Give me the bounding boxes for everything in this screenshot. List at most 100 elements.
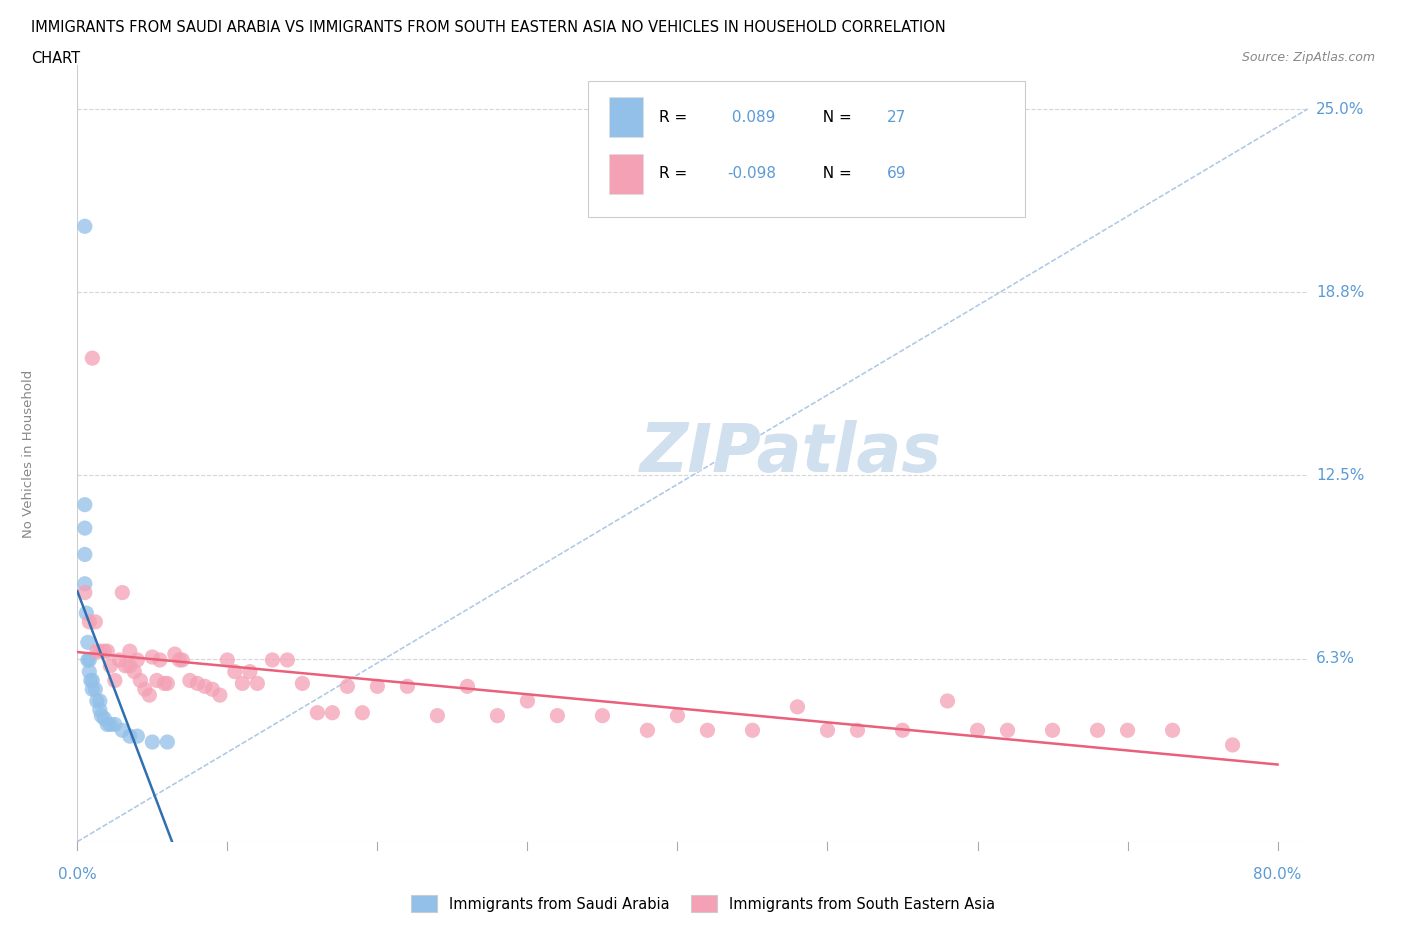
Point (98, 658, 121, 673)
Point (84, 682, 107, 697)
Point (179, 673, 201, 688)
Point (141, 735, 163, 750)
Point (80, 673, 103, 688)
Text: Source: ZipAtlas.com: Source: ZipAtlas.com (1241, 51, 1375, 64)
Point (82, 673, 104, 688)
Point (96, 644, 118, 658)
Point (104, 673, 127, 688)
Text: N =: N = (813, 110, 856, 125)
Point (262, 653, 284, 668)
Text: R =: R = (659, 110, 692, 125)
Point (111, 723, 134, 737)
Point (82, 682, 104, 697)
Text: 12.5%: 12.5% (1316, 468, 1364, 483)
Point (73, 521, 96, 536)
Text: ZIPatlas: ZIPatlas (640, 420, 942, 486)
Point (276, 653, 298, 668)
Point (307, 705, 329, 720)
Text: No Vehicles in Household: No Vehicles in Household (21, 369, 35, 538)
Text: 6.3%: 6.3% (1316, 651, 1355, 666)
Text: 0.0%: 0.0% (58, 867, 97, 882)
Point (82, 351, 104, 365)
Point (73, 577, 96, 591)
Point (352, 705, 374, 720)
Point (118, 658, 141, 673)
Point (79, 653, 101, 668)
Point (134, 682, 156, 697)
Point (111, 585, 134, 600)
Point (741, 723, 763, 737)
Point (90, 709, 112, 724)
Point (129, 673, 152, 688)
FancyBboxPatch shape (609, 97, 644, 138)
Point (76, 653, 98, 668)
Point (141, 649, 163, 664)
Point (194, 679, 217, 694)
Point (124, 664, 146, 679)
Point (86, 644, 108, 658)
Point (84, 615, 107, 630)
Text: 18.8%: 18.8% (1316, 285, 1364, 299)
Point (201, 682, 224, 697)
Point (86, 694, 108, 709)
Text: CHART: CHART (31, 51, 80, 66)
Point (73, 585, 96, 600)
Point (224, 664, 246, 679)
Text: 69: 69 (887, 166, 907, 181)
Point (456, 679, 478, 694)
Point (246, 676, 269, 691)
FancyBboxPatch shape (609, 153, 644, 194)
Point (336, 679, 359, 694)
Point (73, 219, 96, 233)
Point (186, 676, 208, 691)
Point (546, 709, 568, 724)
FancyBboxPatch shape (588, 81, 1025, 217)
Point (1222, 737, 1244, 752)
Text: -0.098: -0.098 (727, 166, 776, 181)
Point (104, 717, 127, 732)
Point (118, 644, 141, 658)
Point (516, 694, 538, 709)
Point (172, 653, 194, 668)
Point (366, 679, 388, 694)
Point (163, 646, 186, 661)
Point (1087, 723, 1109, 737)
Point (127, 653, 149, 668)
Point (89, 694, 111, 709)
Point (73, 547, 96, 562)
Point (156, 676, 179, 691)
Point (786, 699, 808, 714)
Text: N =: N = (813, 166, 856, 181)
Point (208, 687, 231, 702)
Point (846, 723, 869, 737)
Point (239, 664, 262, 679)
Point (966, 723, 988, 737)
Point (76, 635, 98, 650)
Point (93, 711, 115, 726)
Point (666, 709, 689, 724)
Point (98, 717, 121, 732)
Point (108, 653, 131, 668)
Point (89, 702, 111, 717)
Point (1116, 723, 1139, 737)
Point (636, 723, 658, 737)
Text: 0.089: 0.089 (727, 110, 775, 125)
Point (997, 723, 1019, 737)
Point (591, 709, 613, 724)
Point (217, 653, 239, 668)
Legend: Immigrants from Saudi Arabia, Immigrants from South Eastern Asia: Immigrants from Saudi Arabia, Immigrants… (405, 890, 1001, 918)
Text: IMMIGRANTS FROM SAUDI ARABIA VS IMMIGRANTS FROM SOUTH EASTERN ASIA NO VEHICLES I: IMMIGRANTS FROM SAUDI ARABIA VS IMMIGRAN… (31, 20, 946, 35)
Point (93, 644, 115, 658)
Point (79, 615, 101, 630)
Point (1042, 723, 1064, 737)
Point (817, 723, 839, 737)
Point (75, 605, 97, 620)
Point (396, 679, 419, 694)
Point (936, 694, 959, 709)
Point (291, 676, 314, 691)
Point (169, 653, 191, 668)
Point (426, 709, 449, 724)
Point (89, 644, 111, 658)
Point (149, 653, 172, 668)
Point (696, 723, 718, 737)
